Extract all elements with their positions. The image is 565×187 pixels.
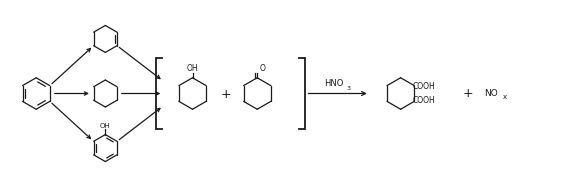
Text: O: O xyxy=(259,64,266,73)
Text: 3: 3 xyxy=(346,86,351,91)
Text: NO: NO xyxy=(484,89,498,98)
Text: OH: OH xyxy=(100,123,111,129)
Text: +: + xyxy=(463,87,473,100)
Text: COOH: COOH xyxy=(412,96,435,105)
Text: HNO: HNO xyxy=(324,79,343,88)
Text: OH: OH xyxy=(186,64,198,73)
Text: x: x xyxy=(502,94,507,100)
Text: COOH: COOH xyxy=(412,82,435,91)
Text: +: + xyxy=(221,88,232,101)
